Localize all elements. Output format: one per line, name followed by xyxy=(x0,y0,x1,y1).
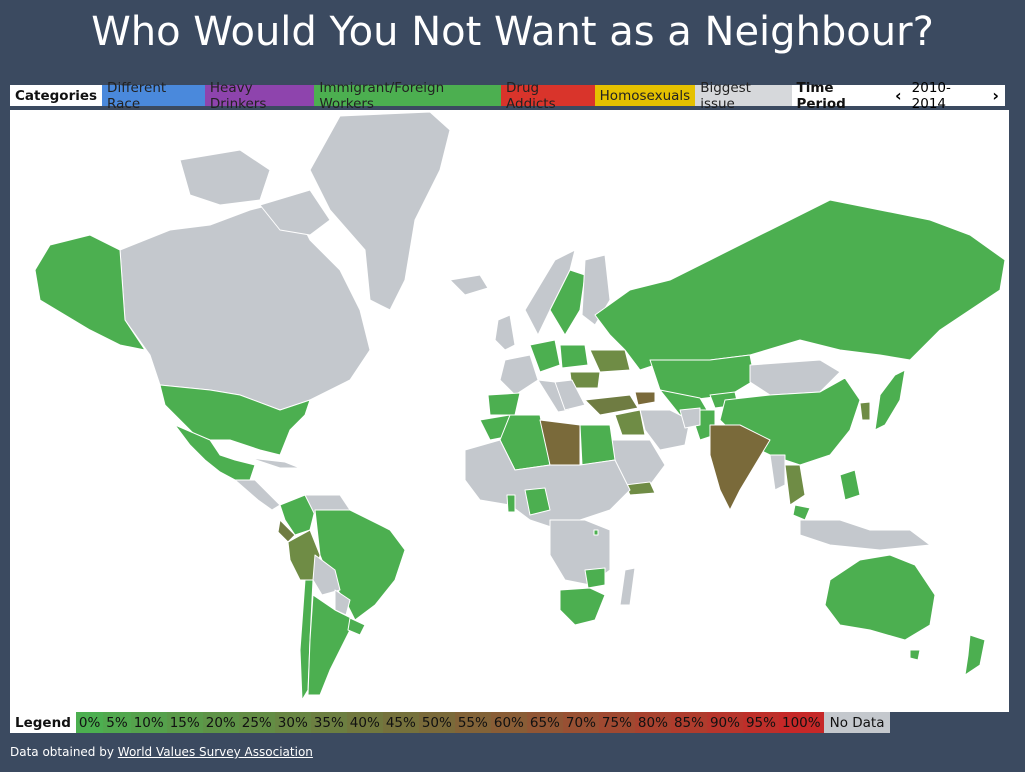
country-india[interactable] xyxy=(709,424,771,511)
country-germany[interactable] xyxy=(529,339,561,373)
legend-step-80: 80% xyxy=(634,712,671,733)
chevron-right-icon[interactable]: › xyxy=(992,86,999,105)
country-indonesia[interactable] xyxy=(799,519,931,551)
country-russia[interactable] xyxy=(594,199,1006,371)
category-biggest-issue[interactable]: Biggest issue xyxy=(695,80,792,112)
legend-step-50: 50% xyxy=(418,712,455,733)
world-map-svg xyxy=(34,111,1006,701)
country-usa[interactable] xyxy=(159,384,311,456)
country-new-zealand[interactable] xyxy=(964,634,986,676)
country-philippines[interactable] xyxy=(839,469,861,501)
country-turkey[interactable] xyxy=(584,394,639,416)
source-link[interactable]: World Values Survey Association xyxy=(117,745,313,759)
legend-label: Legend xyxy=(10,712,76,733)
country-ghana[interactable] xyxy=(506,494,516,513)
category-immigrant-foreign-workers[interactable]: Immigrant/Foreign Workers xyxy=(314,80,501,112)
legend-step-20: 20% xyxy=(202,712,239,733)
country-tasmania[interactable] xyxy=(909,649,921,661)
legend-no-data: No Data xyxy=(823,712,891,733)
country-south-africa[interactable] xyxy=(559,587,606,626)
country-central-america[interactable] xyxy=(234,479,281,511)
country-caucasus[interactable] xyxy=(634,391,656,406)
page-title: Who Would You Not Want as a Neighbour? xyxy=(91,9,934,55)
country-sweden[interactable] xyxy=(549,269,586,336)
legend: Legend 0% 5% 10% 15% 20% 25% 30% 35% 40%… xyxy=(10,712,891,733)
category-heavy-drinkers[interactable]: Heavy Drinkers xyxy=(204,80,315,112)
legend-step-100: 100% xyxy=(778,712,824,733)
country-italy[interactable] xyxy=(537,379,571,413)
category-bar: Categories Different Race Heavy Drinkers… xyxy=(10,79,1005,112)
country-japan[interactable] xyxy=(874,369,906,431)
legend-step-15: 15% xyxy=(166,712,203,733)
country-iceland[interactable] xyxy=(449,274,489,296)
legend-step-85: 85% xyxy=(670,712,707,733)
country-nigeria[interactable] xyxy=(524,487,551,516)
country-ukraine[interactable] xyxy=(589,349,631,373)
country-alaska[interactable] xyxy=(34,234,146,351)
country-uruguay[interactable] xyxy=(347,617,366,636)
country-iran[interactable] xyxy=(639,409,691,451)
country-argentina[interactable] xyxy=(307,594,356,696)
country-iraq[interactable] xyxy=(614,409,646,436)
country-cuba[interactable] xyxy=(249,457,301,469)
legend-step-90: 90% xyxy=(706,712,743,733)
legend-step-95: 95% xyxy=(742,712,779,733)
country-bolivia[interactable] xyxy=(312,554,341,596)
category-different-race[interactable]: Different Race xyxy=(102,80,205,112)
legend-step-10: 10% xyxy=(130,712,167,733)
category-drug-addicts[interactable]: Drug Addicts xyxy=(501,80,595,112)
country-south-korea[interactable] xyxy=(859,401,871,421)
country-malaysia[interactable] xyxy=(792,504,811,521)
country-spain[interactable] xyxy=(487,392,521,416)
legend-step-70: 70% xyxy=(562,712,599,733)
country-canada-islands-2[interactable] xyxy=(259,189,331,236)
country-myanmar[interactable] xyxy=(769,454,786,491)
world-map[interactable] xyxy=(10,110,1009,712)
country-zimbabwe[interactable] xyxy=(584,567,606,589)
footer: Data obtained by World Values Survey Ass… xyxy=(10,745,313,759)
legend-step-5: 5% xyxy=(103,712,131,733)
country-poland[interactable] xyxy=(559,344,589,369)
categories-label: Categories xyxy=(15,87,98,104)
country-greenland[interactable] xyxy=(309,111,451,311)
country-west-africa[interactable] xyxy=(464,439,631,531)
country-rwanda[interactable] xyxy=(593,529,599,536)
country-madagascar[interactable] xyxy=(619,567,636,606)
legend-step-25: 25% xyxy=(238,712,275,733)
chevron-left-icon[interactable]: ‹ xyxy=(895,86,902,105)
legend-step-45: 45% xyxy=(382,712,419,733)
country-france[interactable] xyxy=(499,354,539,396)
legend-step-0: 0% xyxy=(75,712,104,733)
legend-step-55: 55% xyxy=(454,712,491,733)
country-afghanistan[interactable] xyxy=(679,407,701,429)
country-canada[interactable] xyxy=(119,199,371,411)
country-thailand[interactable] xyxy=(784,464,806,506)
country-uk[interactable] xyxy=(494,314,516,351)
country-australia[interactable] xyxy=(824,554,936,641)
legend-step-30: 30% xyxy=(274,712,311,733)
time-period-value: 2010-2014 xyxy=(911,79,951,112)
country-egypt[interactable] xyxy=(579,424,616,466)
time-period-label: Time Period xyxy=(796,79,846,112)
legend-step-35: 35% xyxy=(310,712,347,733)
country-canada-islands[interactable] xyxy=(179,149,271,206)
legend-step-40: 40% xyxy=(346,712,383,733)
legend-step-75: 75% xyxy=(598,712,635,733)
legend-step-60: 60% xyxy=(490,712,527,733)
country-balkans[interactable] xyxy=(554,379,586,411)
footer-prefix: Data obtained by xyxy=(10,745,118,759)
category-homosexuals[interactable]: Homosexuals xyxy=(594,85,696,106)
legend-step-65: 65% xyxy=(526,712,563,733)
